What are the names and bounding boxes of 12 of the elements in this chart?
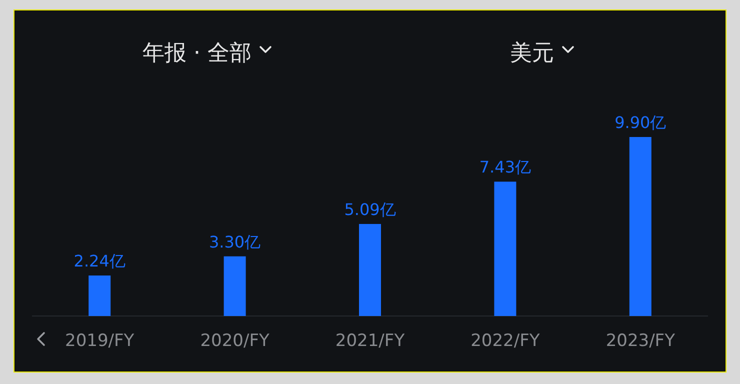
title: 年报 · 全部 [142,41,252,66]
x-tick-label: 2019/FY [65,331,135,351]
x-tick-label: 2021/FY [335,331,406,351]
subtitle: 美元 [510,41,554,66]
data-label: 7.43亿 [479,158,532,177]
data-label: 5.09亿 [344,200,396,219]
data-label: 3.30亿 [208,232,261,252]
x-tick-label: 2020/FY [200,331,270,351]
x-tick-label: 2023/FY [606,331,676,351]
data-label: 9.90亿 [614,113,666,132]
data-label: 2.24亿 [74,252,126,270]
x-tick-label: 2022/FY [470,331,540,351]
